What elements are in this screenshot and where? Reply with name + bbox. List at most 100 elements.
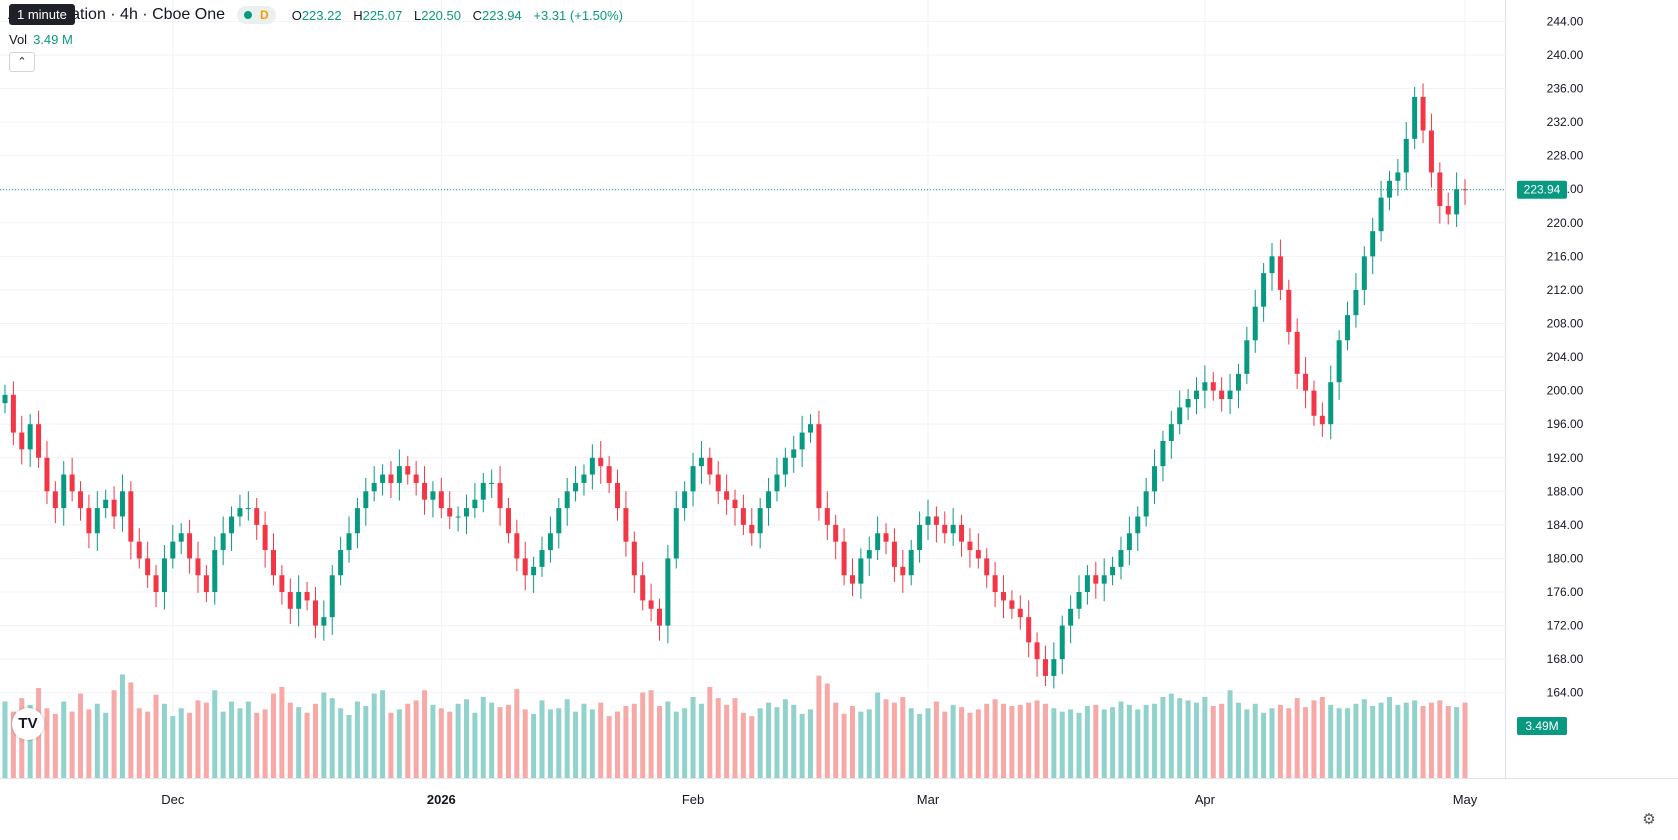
candle-body — [338, 550, 344, 576]
candle-body — [1168, 424, 1174, 441]
volume-bar — [178, 708, 184, 778]
volume-bar — [799, 713, 805, 778]
candle-body — [153, 575, 159, 593]
volume-bar — [363, 706, 369, 778]
candle-body — [1269, 256, 1275, 274]
volume-bar — [975, 709, 981, 778]
high-label: H — [353, 7, 363, 23]
x-tick-label: Apr — [1195, 792, 1216, 807]
volume-bar — [254, 712, 260, 778]
volume-bar — [1252, 703, 1258, 778]
volume-bar — [950, 704, 956, 778]
candle-body — [304, 592, 310, 601]
volume-bar — [489, 702, 495, 778]
gear-icon[interactable]: ⚙ — [1642, 811, 1656, 828]
candle-body — [648, 600, 654, 609]
candle-body — [1412, 96, 1418, 139]
candle-body — [589, 457, 595, 475]
candle-body — [405, 466, 411, 475]
volume-bar — [967, 712, 973, 778]
volume-bar — [1135, 709, 1141, 778]
y-tick-label: 232.00 — [1547, 115, 1584, 129]
candle-body — [799, 432, 805, 450]
candle-body — [1042, 659, 1048, 676]
candle-body — [1126, 533, 1132, 551]
candle-body — [203, 575, 209, 593]
volume-bar — [816, 675, 822, 778]
candle-body — [749, 524, 755, 534]
candle-body — [1328, 382, 1334, 425]
candle-body — [346, 533, 352, 551]
volume-bar — [203, 702, 209, 778]
volume-bar — [1202, 697, 1208, 778]
volume-bar — [78, 693, 84, 778]
candle-body — [606, 466, 612, 483]
volume-bar — [1277, 704, 1283, 778]
x-tick-label: Feb — [682, 792, 704, 807]
volume-bar — [942, 711, 948, 778]
candle-body — [883, 533, 889, 542]
candle-body — [791, 449, 797, 458]
candle-body — [858, 558, 864, 584]
candle-body — [296, 592, 302, 609]
volume-bar — [422, 690, 428, 778]
volume-bar — [908, 708, 914, 778]
candle-body — [287, 592, 293, 609]
candle-body — [1395, 172, 1401, 181]
volume-bar — [648, 690, 654, 778]
candle-body — [1026, 617, 1032, 643]
candle-body — [103, 499, 109, 509]
candle-body — [1235, 373, 1241, 391]
volume-bar — [69, 711, 75, 778]
candle-body — [623, 508, 629, 542]
volume-bar — [2, 701, 8, 778]
volume-bar — [1353, 703, 1359, 778]
volume-bar — [1303, 707, 1309, 778]
volume-bar — [782, 699, 788, 778]
volume-bar — [111, 690, 117, 778]
candle-body — [396, 466, 402, 483]
candle-body — [271, 550, 277, 576]
tradingview-logo[interactable]: TV — [12, 708, 44, 740]
volume-bar — [405, 703, 411, 778]
status-pill[interactable]: D — [237, 6, 276, 24]
volume-bar — [925, 708, 931, 778]
volume-bar — [220, 711, 226, 778]
volume-bar — [673, 711, 679, 778]
candle-body — [371, 482, 377, 492]
volume-bar — [1445, 706, 1451, 778]
volume-bar — [1034, 700, 1040, 778]
volume-bar — [690, 697, 696, 778]
candle-body — [849, 575, 855, 584]
y-tick-label: 196.00 — [1547, 417, 1584, 431]
candle-body — [187, 533, 193, 559]
candle-body — [1051, 659, 1057, 676]
volume-bar — [589, 709, 595, 778]
candle-body — [1319, 415, 1325, 425]
candle-body — [19, 432, 25, 450]
volume-bar — [900, 697, 906, 778]
change-value: +3.31 (+1.50%) — [533, 7, 624, 23]
volume-bar — [346, 715, 352, 778]
candle-body — [36, 424, 42, 458]
y-tick-label: 220.00 — [1547, 216, 1584, 230]
volume-bar — [866, 709, 872, 778]
candle-body — [27, 424, 33, 450]
candle-body — [455, 516, 461, 518]
candle-body — [1177, 407, 1183, 425]
volume-bar — [715, 698, 721, 778]
volume-bar — [598, 702, 604, 778]
volume-bar — [505, 704, 511, 778]
volume-bar — [682, 708, 688, 778]
candle-body — [1110, 566, 1116, 576]
volume-bar — [1437, 700, 1443, 778]
volume-bar — [1454, 707, 1460, 778]
volume-bar — [119, 674, 125, 778]
candle-body — [900, 566, 906, 576]
collapse-legend-button[interactable]: ⌃ — [9, 52, 35, 72]
volume-bar — [195, 700, 201, 778]
candle-body — [1437, 172, 1443, 207]
candle-body — [1353, 289, 1359, 316]
